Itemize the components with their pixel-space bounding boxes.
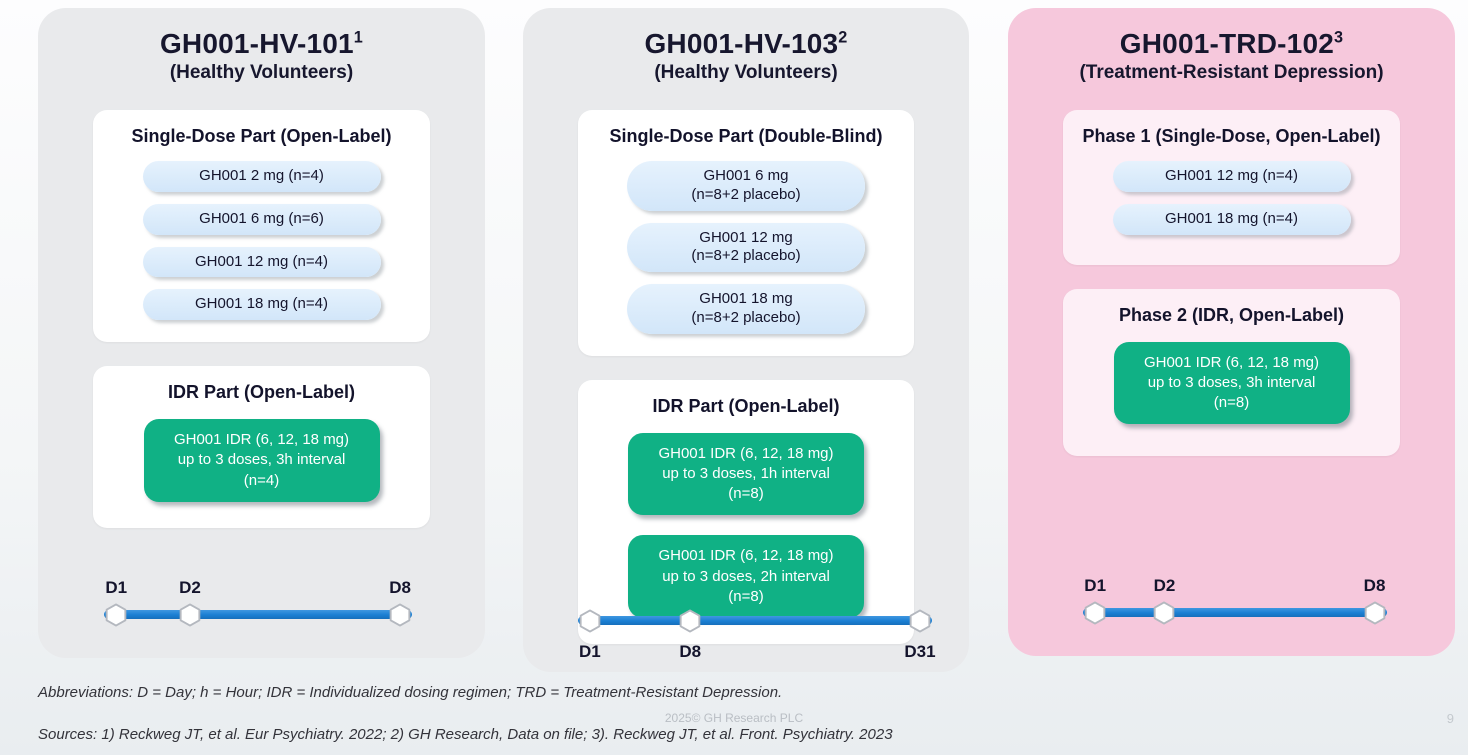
idr-box: GH001 IDR (6, 12, 18 mg) up to 3 doses, … bbox=[143, 419, 380, 502]
hexagon-marker-icon bbox=[1363, 601, 1387, 625]
section-heading: IDR Part (Open-Label) bbox=[652, 395, 840, 416]
hexagon-marker-icon bbox=[178, 603, 202, 627]
study-subtitle: (Treatment-Resistant Depression) bbox=[1079, 62, 1384, 83]
footnote-superscript: 3 bbox=[1334, 28, 1344, 47]
hexagon-marker-icon bbox=[104, 603, 128, 627]
section-phase2: Phase 2 (IDR, Open-Label) GH001 IDR (6, … bbox=[1063, 288, 1400, 457]
dose-pill: GH001 2 mg (n=4) bbox=[142, 161, 381, 192]
section-single-dose: Single-Dose Part (Open-Label) GH001 2 mg… bbox=[93, 110, 430, 342]
timeline-label: D31 bbox=[904, 642, 936, 661]
section-heading: IDR Part (Open-Label) bbox=[167, 382, 355, 402]
timeline-label: D8 bbox=[679, 642, 702, 661]
dose-pill: GH001 6 mg (n=8+2 placebo) bbox=[627, 161, 865, 211]
hexagon-marker-icon bbox=[908, 609, 932, 633]
study-subtitle: (Healthy Volunteers) bbox=[169, 62, 354, 83]
footnote-superscript: 1 bbox=[353, 28, 364, 47]
timeline-label: D8 bbox=[1363, 576, 1386, 595]
timeline-label: D1 bbox=[1084, 576, 1107, 595]
hexagon-marker-icon bbox=[578, 609, 602, 633]
section-heading: Single-Dose Part (Double-Blind) bbox=[609, 126, 883, 146]
dose-pill: GH001 12 mg (n=4) bbox=[1112, 161, 1351, 192]
study-title: GH001-HV-1011 bbox=[38, 28, 485, 60]
timeline: D1 D2 D8 bbox=[38, 578, 485, 636]
hexagon-marker-icon bbox=[678, 609, 702, 633]
study-card-hv101: GH001-HV-1011 (Healthy Volunteers) Singl… bbox=[38, 8, 485, 658]
study-title: GH001-HV-1032 bbox=[523, 28, 969, 60]
hexagon-marker-icon bbox=[1083, 601, 1107, 625]
footnote-superscript: 2 bbox=[838, 28, 848, 47]
timeline-label: D2 bbox=[1153, 576, 1176, 595]
study-title: GH001-TRD-1023 bbox=[1008, 28, 1455, 60]
timeline-label: D8 bbox=[389, 578, 411, 597]
timeline: D1 D2 D8 bbox=[1008, 576, 1455, 634]
study-card-hv103: GH001-HV-1032 (Healthy Volunteers) Singl… bbox=[523, 8, 969, 672]
dose-pill: GH001 18 mg (n=4) bbox=[142, 289, 381, 320]
dose-pill: GH001 12 mg (n=4) bbox=[142, 246, 381, 278]
timeline-label: D1 bbox=[579, 642, 601, 661]
timeline: D1 D8 D31 bbox=[523, 608, 969, 666]
study-title-text: GH001-HV-101 bbox=[159, 28, 354, 59]
study-card-trd102: GH001-TRD-1023 (Treatment-Resistant Depr… bbox=[1008, 8, 1455, 656]
section-idr: IDR Part (Open-Label) GH001 IDR (6, 12, … bbox=[93, 366, 430, 528]
section-heading: Single-Dose Part (Open-Label) bbox=[131, 126, 392, 146]
timeline-label: D1 bbox=[105, 578, 128, 597]
hexagon-marker-icon bbox=[1152, 601, 1176, 625]
dose-pill: GH001 18 mg (n=8+2 placebo) bbox=[627, 284, 865, 334]
hexagon-marker-icon bbox=[388, 603, 412, 627]
idr-box: GH001 IDR (6, 12, 18 mg) up to 3 doses, … bbox=[628, 432, 864, 516]
section-phase1: Phase 1 (Single-Dose, Open-Label) GH001 … bbox=[1063, 110, 1400, 265]
idr-box: GH001 IDR (6, 12, 18 mg) up to 3 doses, … bbox=[628, 535, 864, 618]
study-title-text: GH001-TRD-102 bbox=[1119, 28, 1334, 59]
page-number: 9 bbox=[1446, 711, 1454, 726]
timeline-bar bbox=[577, 616, 932, 625]
timeline-bar bbox=[1083, 608, 1387, 617]
idr-box: GH001 IDR (6, 12, 18 mg) up to 3 doses, … bbox=[1113, 341, 1350, 425]
copyright-note: 2025© GH Research PLC bbox=[664, 711, 804, 725]
section-idr: IDR Part (Open-Label) GH001 IDR (6, 12, … bbox=[578, 379, 914, 644]
section-heading: Phase 1 (Single-Dose, Open-Label) bbox=[1082, 126, 1381, 146]
abbreviations-note: Abbreviations: D = Day; h = Hour; IDR = … bbox=[38, 684, 783, 701]
dose-pill: GH001 18 mg (n=4) bbox=[1112, 203, 1351, 235]
dose-pill: GH001 12 mg (n=8+2 placebo) bbox=[627, 222, 865, 272]
timeline-label: D2 bbox=[179, 578, 201, 597]
study-title-text: GH001-HV-103 bbox=[644, 28, 839, 59]
timeline-bar bbox=[104, 610, 413, 619]
section-single-dose: Single-Dose Part (Double-Blind) GH001 6 … bbox=[578, 110, 914, 356]
study-subtitle: (Healthy Volunteers) bbox=[654, 62, 838, 83]
dose-pill: GH001 6 mg (n=6) bbox=[142, 203, 381, 235]
section-heading: Phase 2 (IDR, Open-Label) bbox=[1118, 304, 1345, 325]
sources-note: Sources: 1) Reckweg JT, et al. Eur Psych… bbox=[38, 726, 893, 743]
